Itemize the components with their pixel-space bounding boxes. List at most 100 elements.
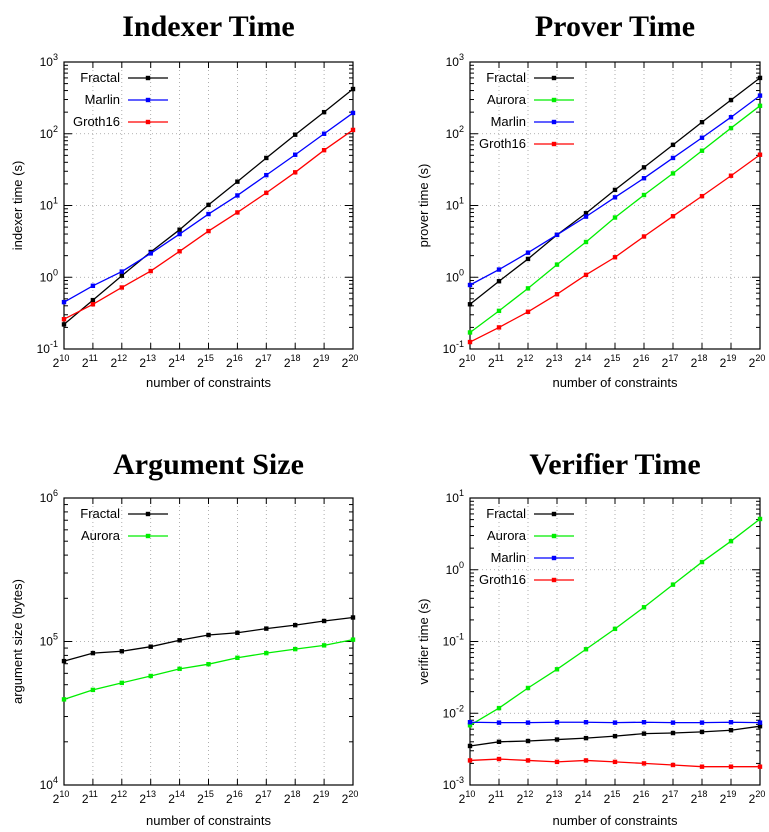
y-tick-label: 10-1 <box>37 339 58 356</box>
data-point <box>90 283 96 289</box>
data-point <box>350 637 356 642</box>
x-tick-label: 210 <box>53 789 70 806</box>
data-point <box>554 759 560 765</box>
data-point <box>206 228 211 234</box>
y-axis-label: verifier time (s) <box>416 599 431 685</box>
data-point <box>235 630 240 635</box>
legend-label: Marlin <box>85 92 120 107</box>
series-aurora <box>467 103 763 335</box>
x-tick-label: 211 <box>488 789 504 806</box>
legend: Fractal Aurora Marlin Groth16 <box>479 70 574 151</box>
data-point <box>264 155 269 161</box>
legend-marker <box>551 533 557 539</box>
data-point <box>467 758 473 763</box>
chart-argument-size: Argument Size 104 105 106 210 211 212 213 214 215… <box>10 448 358 828</box>
series-fractal <box>61 86 356 327</box>
data-point <box>670 142 676 148</box>
data-point <box>496 739 502 745</box>
data-point <box>525 758 531 763</box>
data-point <box>670 720 676 725</box>
data-point <box>699 729 705 735</box>
data-point <box>641 720 647 725</box>
data-point <box>612 187 618 193</box>
data-point <box>641 761 647 766</box>
data-point <box>467 282 473 288</box>
x-tick-label: 220 <box>342 789 359 806</box>
data-point <box>350 615 356 620</box>
x-tick-label: 218 <box>284 789 301 806</box>
x-tick-label: 217 <box>255 353 272 370</box>
data-point <box>321 643 327 648</box>
plot-frame <box>469 497 761 786</box>
data-point <box>525 720 531 725</box>
legend: Fractal Marlin Groth16 <box>73 70 168 129</box>
data-point <box>670 582 676 587</box>
x-tick-label: 215 <box>197 789 214 806</box>
x-tick-label: 219 <box>720 789 737 806</box>
data-point <box>496 308 502 314</box>
legend-marker <box>145 511 151 517</box>
data-point <box>641 234 647 239</box>
y-axis-label: indexer time (s) <box>10 161 25 251</box>
data-point <box>119 273 124 278</box>
series-groth16 <box>467 756 763 769</box>
data-point <box>293 152 298 157</box>
x-tick-label: 211 <box>82 789 98 806</box>
data-point <box>264 172 269 178</box>
legend-marker <box>551 141 557 147</box>
y-tick-label: 10-1 <box>443 632 464 649</box>
legend: Fractal Aurora Marlin Groth16 <box>479 506 574 587</box>
data-point <box>148 644 153 649</box>
series-fractal <box>467 75 763 307</box>
x-tick-label: 215 <box>604 789 621 806</box>
y-tick-label: 103 <box>446 52 464 69</box>
legend-label: Groth16 <box>479 136 526 151</box>
x-tick-label: 211 <box>488 353 504 370</box>
data-point <box>699 720 705 725</box>
data-point <box>554 292 560 297</box>
x-tick-label: 217 <box>662 353 679 370</box>
data-point <box>583 211 589 216</box>
data-point <box>757 93 763 98</box>
y-tick-label: 10-3 <box>443 775 464 792</box>
chart-title: Argument Size <box>113 448 304 481</box>
legend-marker <box>145 97 151 103</box>
y-tick-label: 101 <box>446 196 464 213</box>
y-tick-label: 103 <box>40 52 58 69</box>
x-tick-label: 215 <box>197 353 214 370</box>
data-point <box>583 735 589 741</box>
data-point <box>554 720 560 725</box>
data-point <box>612 255 618 260</box>
data-point <box>496 756 502 762</box>
x-tick-label: 213 <box>139 353 156 370</box>
x-tick-label: 214 <box>168 353 185 370</box>
data-point <box>757 516 763 522</box>
data-point <box>350 86 356 92</box>
data-point <box>699 119 705 125</box>
data-point <box>583 758 589 763</box>
legend-marker <box>551 97 557 103</box>
data-point <box>61 658 67 664</box>
data-point <box>264 190 269 196</box>
legend-marker <box>551 555 557 561</box>
data-point <box>583 647 589 652</box>
legend-label: Aurora <box>487 92 527 107</box>
x-tick-label: 212 <box>517 789 534 806</box>
x-axis-label: number of constraints <box>146 375 272 390</box>
data-point <box>61 697 67 702</box>
data-point <box>728 97 734 103</box>
data-point <box>699 764 705 769</box>
x-tick-label: 219 <box>313 353 330 370</box>
y-tick-label: 10-2 <box>443 703 464 720</box>
legend-label: Marlin <box>491 114 526 129</box>
data-point <box>293 132 298 137</box>
x-tick-label: 217 <box>662 789 679 806</box>
y-tick-label: 101 <box>40 196 58 213</box>
y-tick-label: 102 <box>40 124 58 141</box>
x-tick-label: 214 <box>575 353 592 370</box>
data-point <box>641 176 647 181</box>
chart-verifier-time: Verifier Time 10-3 10-2 10-1 100 101 210 211 212… <box>416 448 765 828</box>
data-point <box>467 720 473 725</box>
data-point <box>90 302 96 307</box>
data-point <box>496 325 502 330</box>
